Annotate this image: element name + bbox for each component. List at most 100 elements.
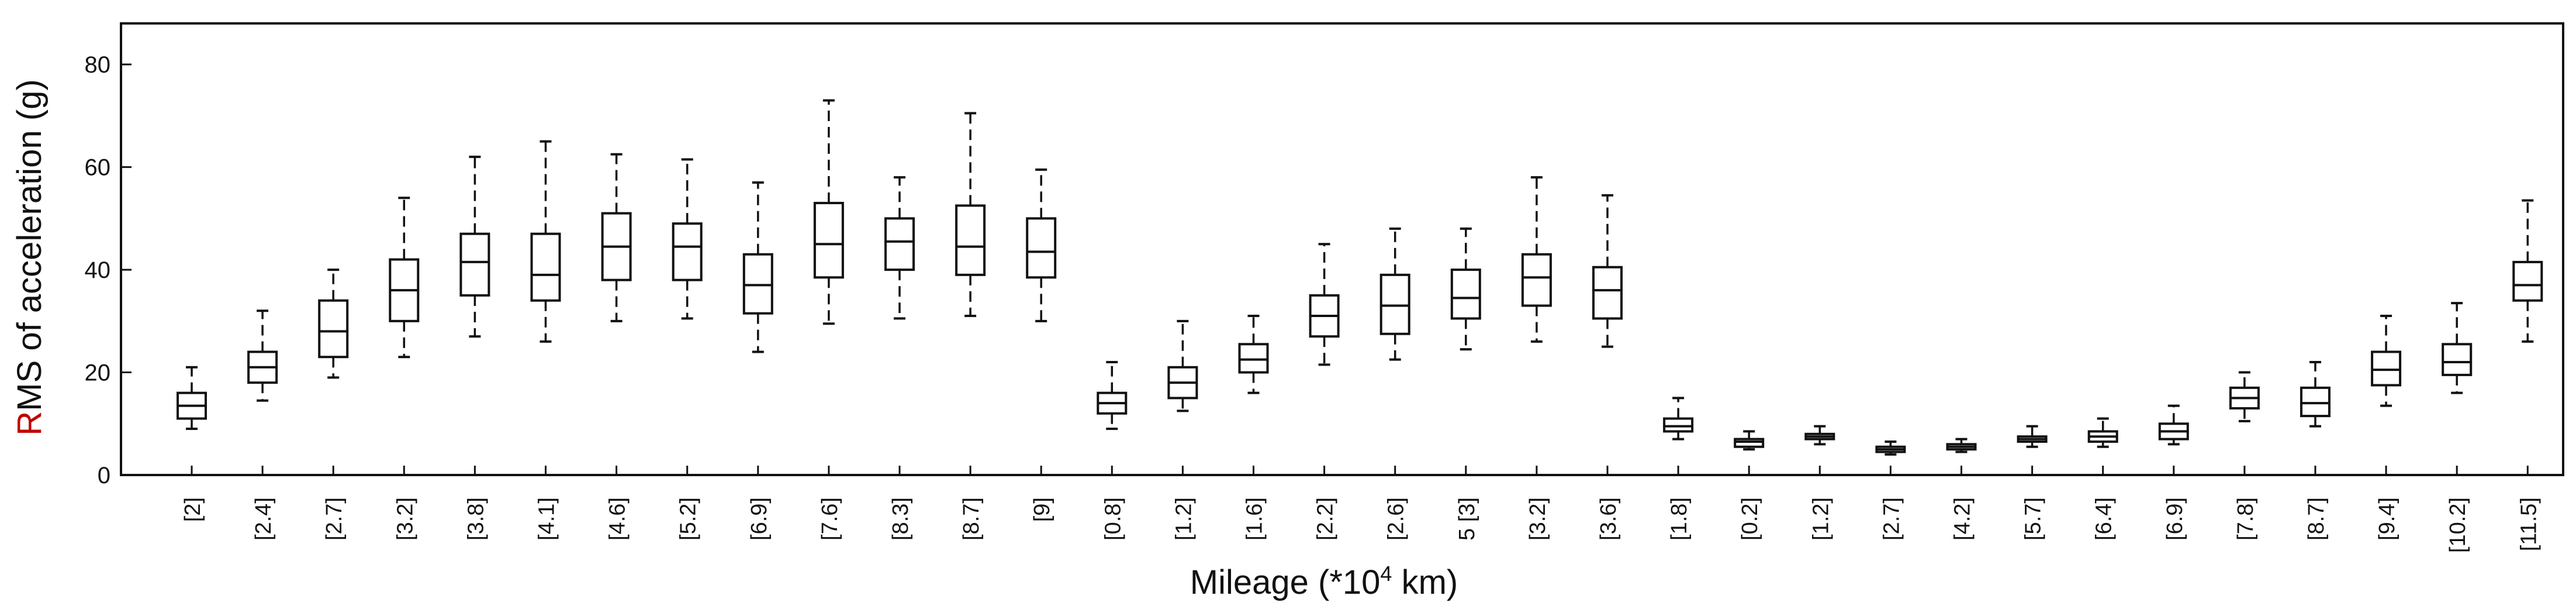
box-group: 5 [3] bbox=[1450, 227, 1481, 541]
y-tick-label: 20 bbox=[85, 360, 111, 386]
box-group: [7.6] bbox=[813, 99, 844, 541]
x-tick-label: [8.7] bbox=[2304, 497, 2329, 541]
box-group: [1.8] bbox=[1663, 397, 1694, 541]
box-iqr bbox=[1734, 438, 1765, 448]
box-iqr bbox=[530, 232, 561, 302]
box-group: [11.5] bbox=[2512, 199, 2543, 551]
x-tick-label: [3.2] bbox=[393, 497, 417, 541]
box-group: [3.2] bbox=[389, 197, 420, 541]
box-iqr bbox=[1379, 273, 1410, 335]
box-group: [2.7] bbox=[1875, 440, 1906, 541]
x-tick-label: [4.2] bbox=[1951, 497, 1975, 541]
box-group: [9] bbox=[1026, 168, 1057, 522]
x-tick-label: [2.7] bbox=[322, 497, 347, 541]
y-tick-label: 80 bbox=[85, 52, 111, 78]
box-group: [6.4] bbox=[2087, 417, 2118, 541]
box-group: [4.2] bbox=[1946, 438, 1977, 541]
box-iqr bbox=[2512, 260, 2543, 302]
x-tick-label: [2] bbox=[181, 497, 205, 522]
box-iqr bbox=[1521, 253, 1552, 307]
x-tick-label: [1.6] bbox=[1243, 497, 1267, 541]
x-tick-label: [10.2] bbox=[2446, 497, 2470, 553]
box-iqr bbox=[813, 202, 844, 279]
box-group: [7.8] bbox=[2229, 371, 2260, 541]
x-tick-label: [0.2] bbox=[1738, 497, 1762, 541]
box-group: [8.7] bbox=[2300, 361, 2330, 541]
x-axis-title: Mileage (*104 km) bbox=[1190, 562, 1458, 601]
x-tick-label: [6.9] bbox=[2163, 497, 2187, 541]
box-group: [4.6] bbox=[601, 153, 632, 541]
box-group: [3.8] bbox=[459, 156, 490, 541]
x-tick-label: [6.9] bbox=[747, 497, 772, 541]
box-group: [1.2] bbox=[1804, 425, 1835, 541]
box-iqr bbox=[2442, 343, 2473, 376]
x-tick-label: [5.2] bbox=[676, 497, 701, 541]
box-group: [2.7] bbox=[318, 269, 349, 541]
x-tick-label: [3.6] bbox=[1596, 497, 1621, 541]
y-axis-title-first-letter: R bbox=[11, 411, 49, 436]
box-group: [2.6] bbox=[1379, 227, 1410, 541]
x-tick-label: [4.1] bbox=[535, 497, 559, 541]
box-group: [6.9] bbox=[2158, 404, 2189, 541]
box-iqr bbox=[884, 217, 915, 271]
box-group: [3.6] bbox=[1592, 194, 1623, 541]
x-tick-label: [6.4] bbox=[2092, 497, 2117, 541]
x-tick-label: [1.8] bbox=[1667, 497, 1692, 541]
x-tick-label: [1.2] bbox=[1171, 497, 1196, 541]
box-group: [1.2] bbox=[1167, 319, 1198, 541]
x-tick-label: [4.6] bbox=[606, 497, 630, 541]
x-tick-label: [8.7] bbox=[959, 497, 984, 541]
y-axis-title-rest: MS of acceleration (g) bbox=[11, 79, 49, 411]
box-group: [6.9] bbox=[742, 181, 773, 541]
x-tick-label: [5.7] bbox=[2021, 497, 2046, 541]
box-group: [8.7] bbox=[955, 112, 986, 541]
box-iqr bbox=[2300, 386, 2330, 418]
x-tick-label: [3.8] bbox=[464, 497, 488, 541]
x-tick-label: [11.5] bbox=[2516, 497, 2541, 551]
box-iqr bbox=[1663, 417, 1694, 433]
x-tick-label: [7.6] bbox=[818, 497, 842, 541]
box-group: [3.2] bbox=[1521, 176, 1552, 541]
box-group: [0.2] bbox=[1734, 430, 1765, 541]
x-tick-label: [8.3] bbox=[888, 497, 913, 541]
box-group: [1.6] bbox=[1238, 315, 1269, 541]
box-group: [4.1] bbox=[530, 140, 561, 541]
x-tick-label: 5 [3] bbox=[1455, 497, 1479, 541]
box-iqr bbox=[2371, 350, 2402, 387]
box-group: [2.4] bbox=[247, 309, 278, 541]
box-iqr bbox=[318, 299, 349, 359]
box-iqr bbox=[459, 232, 490, 297]
x-axis-title-sup: 4 bbox=[1380, 562, 1392, 586]
box-group: [8.3] bbox=[884, 176, 915, 541]
x-tick-label: [7.8] bbox=[2233, 497, 2258, 541]
x-tick-label: [0.8] bbox=[1101, 497, 1125, 541]
box-iqr bbox=[955, 204, 986, 276]
x-tick-label: [9.4] bbox=[2375, 497, 2399, 541]
plot-frame bbox=[120, 22, 2564, 476]
box-group: [2] bbox=[177, 366, 207, 522]
box-iqr bbox=[1592, 266, 1623, 320]
box-group: [9.4] bbox=[2371, 315, 2402, 541]
x-tick-label: [9] bbox=[1030, 497, 1054, 522]
plot-layer: 0 20 40 60 80 [2] [2.4] [2.7] [3.2] [3.8] [4.1] [4.… bbox=[85, 22, 2564, 553]
box-iqr bbox=[672, 222, 703, 281]
y-tick-label: 60 bbox=[85, 155, 111, 181]
box-iqr bbox=[1450, 269, 1481, 320]
x-tick-label: [3.2] bbox=[1526, 497, 1550, 541]
y-axis-title: RMS of acceleration (g) bbox=[11, 79, 49, 435]
box-group: [5.7] bbox=[2017, 425, 2048, 541]
x-axis-title-prefix: Mileage (*10 bbox=[1190, 563, 1381, 601]
x-tick-label: [1.2] bbox=[1809, 497, 1833, 541]
box-iqr bbox=[742, 253, 773, 315]
box-group: [10.2] bbox=[2442, 302, 2473, 553]
y-tick-label: 0 bbox=[98, 463, 110, 488]
y-tick-label: 40 bbox=[85, 257, 111, 283]
x-tick-label: [2.2] bbox=[1313, 497, 1338, 541]
box-iqr bbox=[1026, 217, 1057, 279]
x-axis-title-suffix: km) bbox=[1392, 563, 1458, 601]
x-tick-label: [2.7] bbox=[1879, 497, 1904, 541]
box-group: [2.2] bbox=[1309, 243, 1340, 541]
box-group: [0.8] bbox=[1097, 361, 1128, 541]
box-group: [5.2] bbox=[672, 158, 703, 541]
